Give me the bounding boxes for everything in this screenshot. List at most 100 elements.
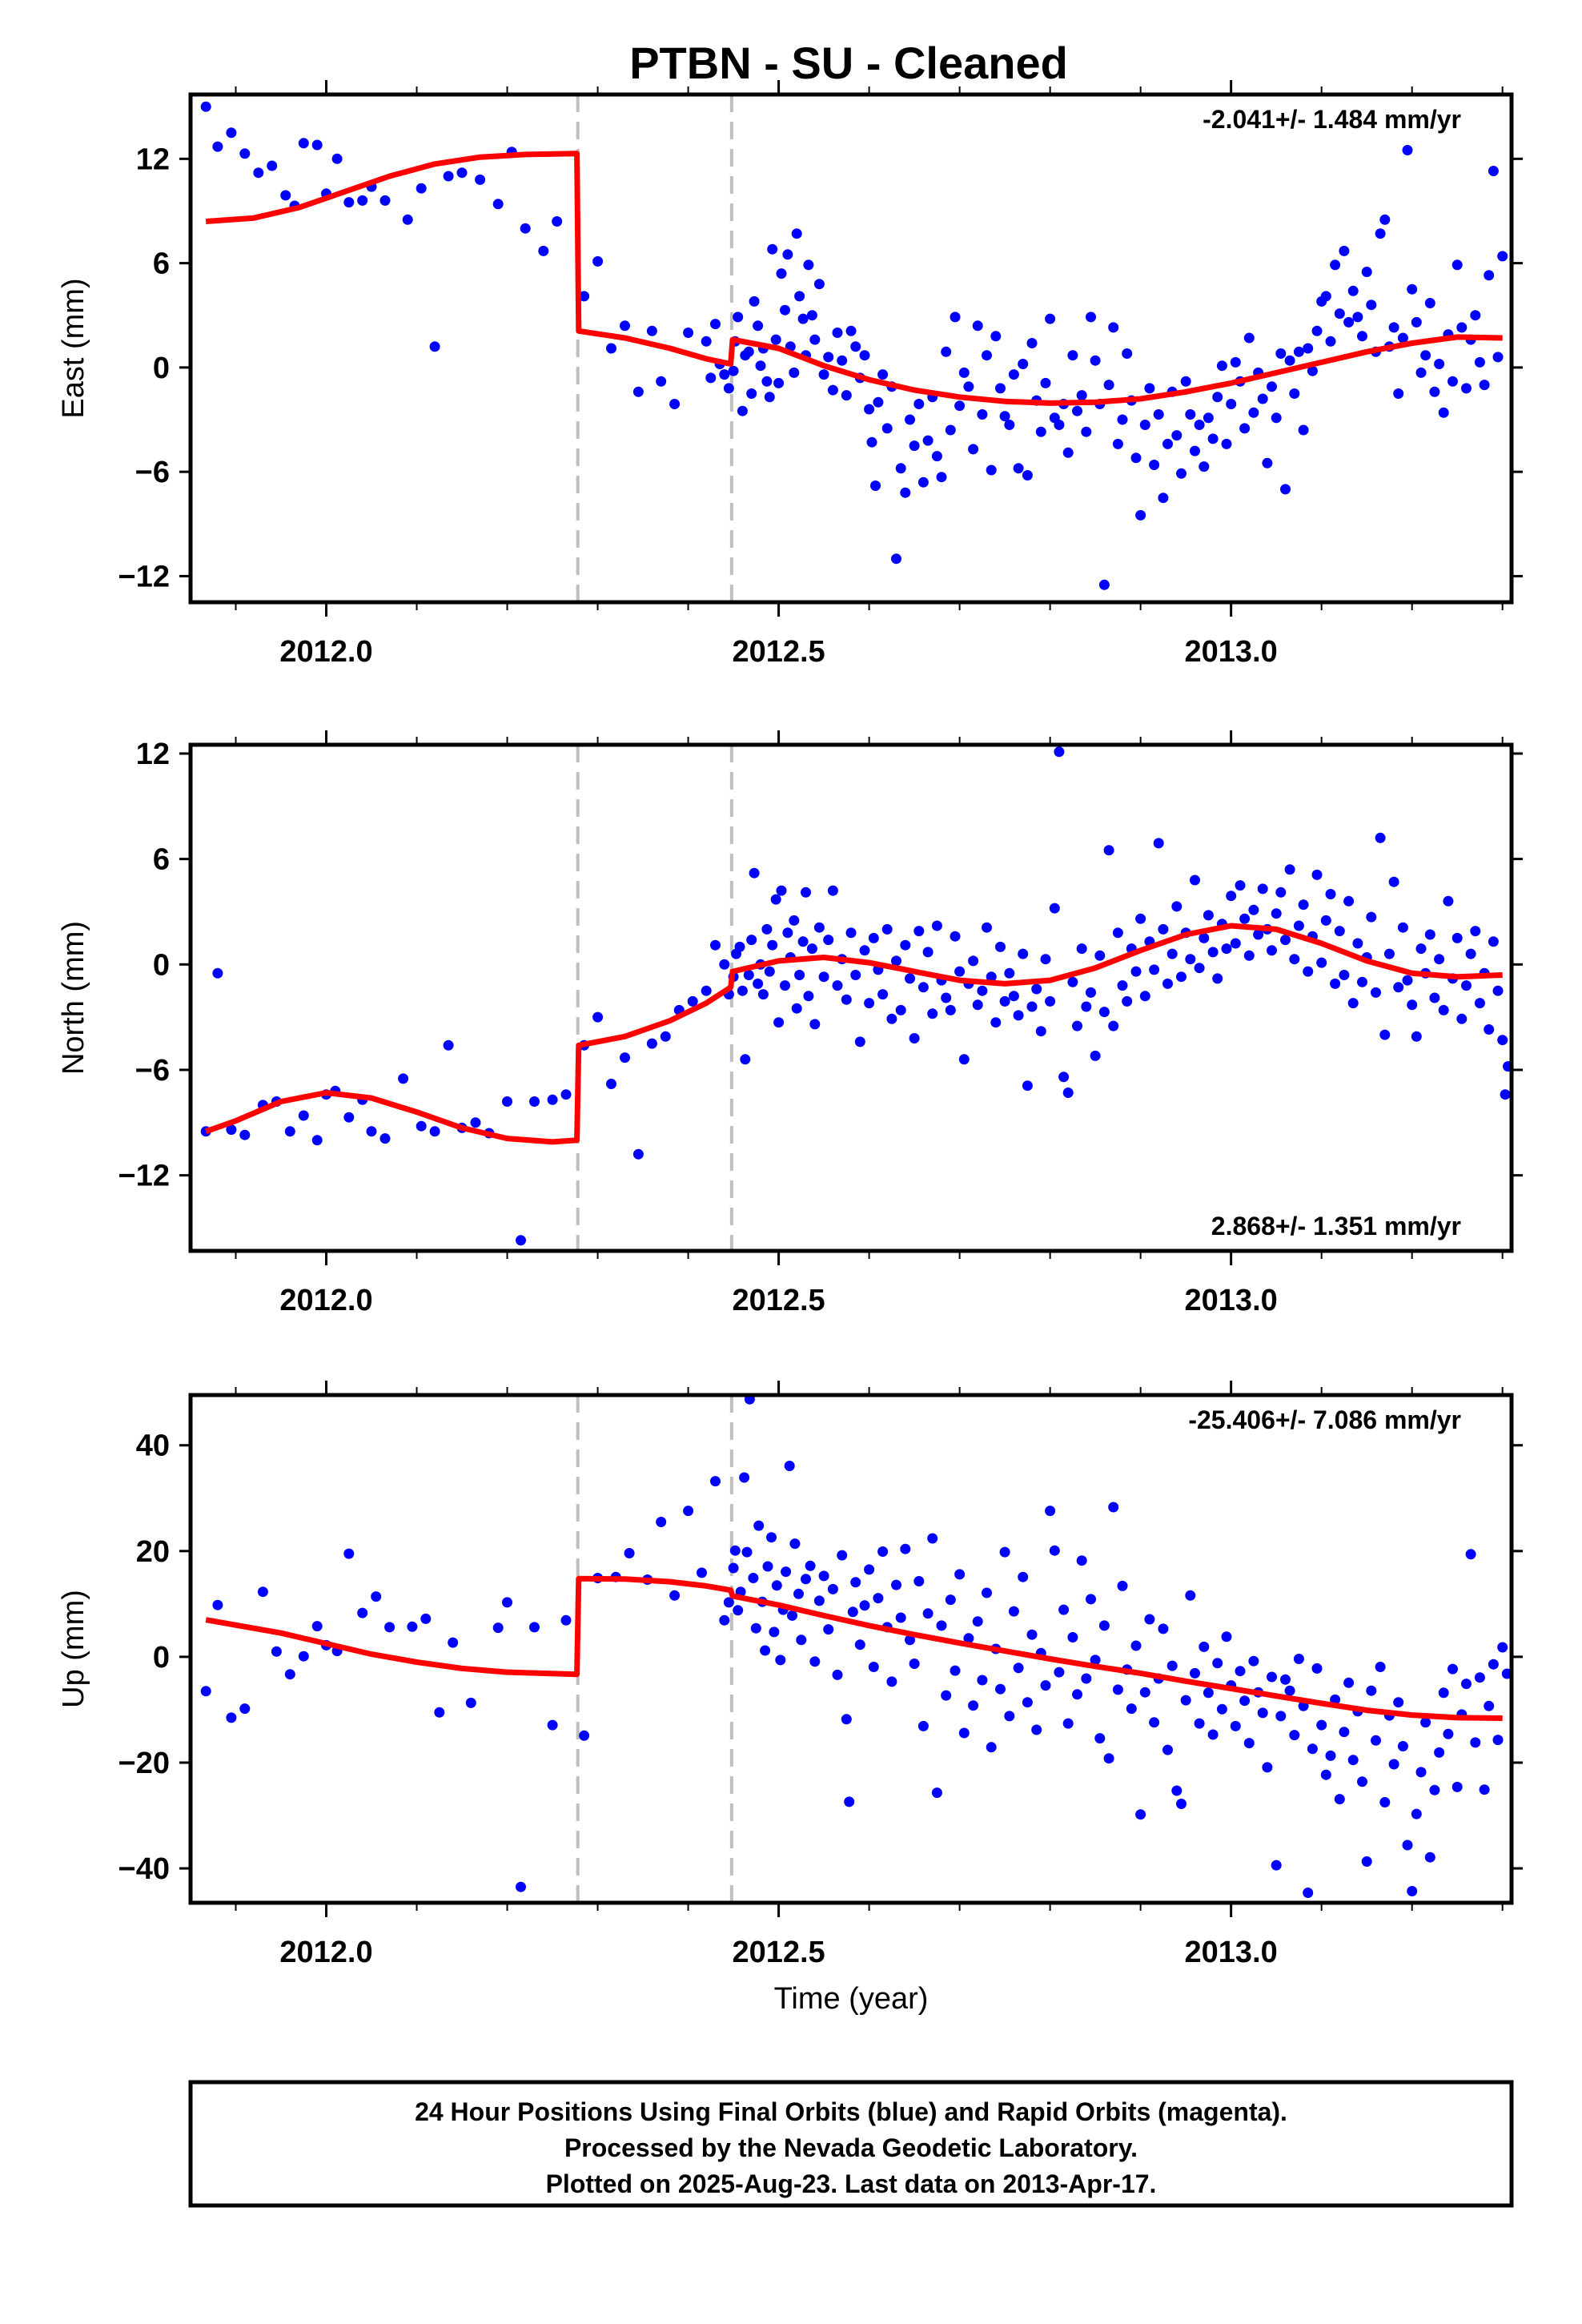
data-point	[284, 1126, 295, 1137]
data-point	[1267, 381, 1277, 392]
data-point	[1334, 1794, 1345, 1805]
data-point	[859, 350, 870, 361]
data-point	[771, 1580, 782, 1591]
data-point	[620, 320, 630, 332]
data-point	[1081, 1673, 1092, 1684]
data-point	[841, 1714, 852, 1725]
data-point	[705, 372, 717, 384]
data-point	[257, 1586, 268, 1598]
data-point	[963, 381, 974, 392]
data-point	[1013, 1663, 1024, 1674]
data-point	[977, 1675, 988, 1686]
data-point	[733, 1605, 744, 1616]
data-point	[646, 1038, 657, 1049]
data-point	[977, 409, 988, 420]
data-point	[728, 365, 739, 376]
data-point	[823, 1624, 834, 1635]
data-point	[1407, 283, 1418, 295]
data-point	[1407, 1886, 1418, 1896]
data-point	[398, 1073, 409, 1084]
data-point	[1248, 407, 1259, 418]
data-point	[1067, 976, 1078, 987]
data-point	[1492, 1735, 1504, 1746]
data-point	[986, 1742, 997, 1753]
data-point	[1199, 461, 1210, 472]
data-point	[1144, 383, 1155, 394]
data-point	[1347, 998, 1359, 1009]
data-point	[841, 390, 852, 401]
data-point	[803, 259, 814, 271]
data-point	[1226, 399, 1237, 409]
data-point	[941, 1690, 952, 1701]
data-point	[1139, 991, 1150, 1002]
data-point	[845, 325, 857, 336]
data-point	[877, 1546, 889, 1557]
data-point	[1379, 1797, 1391, 1807]
data-point	[776, 268, 787, 279]
data-point	[1411, 316, 1422, 328]
data-point	[1235, 1666, 1246, 1677]
data-point	[701, 336, 712, 347]
data-point	[1203, 412, 1214, 424]
data-point	[475, 174, 486, 185]
data-point	[1334, 308, 1345, 320]
data-point	[1407, 999, 1418, 1011]
data-point	[416, 1120, 427, 1132]
data-point	[1289, 1730, 1300, 1741]
data-point	[1135, 1809, 1146, 1820]
data-point	[859, 945, 870, 956]
data-point	[212, 967, 223, 979]
data-point	[873, 1593, 884, 1604]
data-point	[1103, 1753, 1114, 1764]
data-point	[1415, 367, 1427, 378]
data-point	[683, 328, 694, 338]
data-point	[1347, 1755, 1359, 1766]
data-point	[298, 1651, 309, 1662]
data-point	[1447, 376, 1458, 387]
chart-title: PTBN - SU - Cleaned	[629, 38, 1068, 88]
data-point	[1062, 1718, 1074, 1729]
data-point	[1086, 312, 1096, 323]
data-point	[1257, 1707, 1268, 1719]
data-point	[1497, 251, 1508, 262]
data-point	[766, 1532, 777, 1543]
data-point	[1230, 356, 1241, 368]
data-point	[579, 1730, 590, 1741]
data-point	[429, 1126, 440, 1137]
data-point	[854, 1036, 865, 1047]
data-point	[1402, 1839, 1413, 1851]
data-point	[801, 1574, 811, 1585]
data-point	[1112, 927, 1123, 939]
footer-box: 24 Hour Positions Using Final Orbits (bl…	[188, 2080, 1514, 2208]
data-point	[1098, 1007, 1110, 1018]
data-point	[1026, 1001, 1038, 1012]
data-point	[1176, 971, 1186, 983]
data-point	[384, 1622, 396, 1633]
data-point	[1035, 426, 1046, 437]
panel-frame	[188, 1393, 1514, 1905]
data-point	[806, 310, 817, 321]
panel-north: −12 −6 0 6 12 2012.0 2012.5 2013.0 2.868+/- 1.35…	[57, 730, 1523, 1317]
data-point	[1461, 1679, 1472, 1690]
data-point	[1062, 447, 1074, 458]
data-point	[733, 312, 744, 323]
data-point	[791, 1003, 802, 1014]
data-point	[982, 350, 992, 361]
data-point	[1135, 913, 1146, 924]
data-point	[1429, 992, 1440, 1003]
data-point	[905, 973, 915, 984]
data-point	[837, 1550, 848, 1561]
data-point	[1479, 380, 1490, 391]
data-point	[1320, 1769, 1331, 1780]
data-point	[1171, 901, 1182, 912]
data-point	[864, 998, 875, 1009]
data-point	[1438, 407, 1449, 418]
data-point	[968, 955, 979, 967]
data-point	[1257, 393, 1268, 404]
data-point	[1144, 1614, 1155, 1625]
data-point	[1135, 509, 1146, 521]
data-point	[784, 1461, 795, 1471]
y-tick-label: 20	[136, 1535, 170, 1569]
data-point	[750, 1622, 761, 1634]
data-point	[963, 1633, 974, 1644]
